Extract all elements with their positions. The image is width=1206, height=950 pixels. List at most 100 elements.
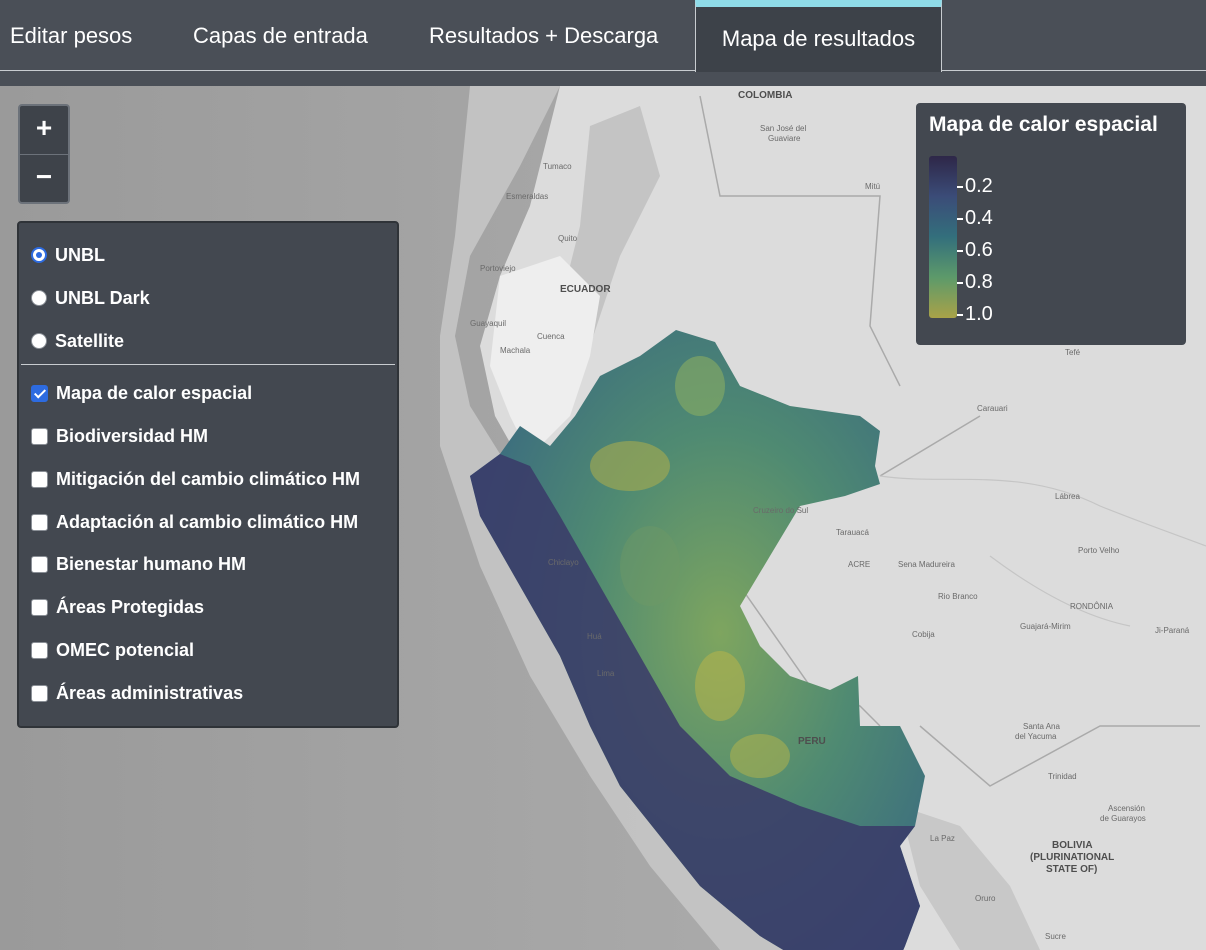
andes-relief-south: [900, 806, 1040, 950]
heatmap-bright-patch-3: [730, 734, 790, 778]
checkbox-mapa-de-calor[interactable]: [31, 384, 48, 402]
map-label-tumaco: Tumaco: [543, 162, 572, 171]
radio-unbl[interactable]: [31, 247, 47, 263]
tab-bar: Editar pesos Capas de entrada Resultados…: [0, 0, 1206, 72]
tab-capas-de-entrada[interactable]: Capas de entrada: [193, 23, 368, 48]
legend-tick: 0.4: [957, 207, 993, 230]
overlay-omec[interactable]: OMEC potencial: [31, 638, 194, 662]
map-label-state-of: STATE OF): [1046, 864, 1098, 875]
base-layer-label: Satellite: [55, 330, 125, 351]
legend-tick: 0.6: [957, 239, 993, 262]
map-label-peru: PERU: [798, 736, 826, 747]
overlay-label: Adaptación al cambio climático HM: [56, 511, 359, 532]
map-label-labrea: Lábrea: [1055, 492, 1080, 501]
map-label-ji-parana: Ji-Paraná: [1155, 626, 1190, 635]
overlay-label: Biodiversidad HM: [56, 425, 209, 446]
map-label-portoviejo: Portoviejo: [480, 264, 516, 273]
layer-control-panel: UNBL UNBL Dark Satellite Mapa de calor e…: [17, 221, 399, 728]
base-layer-unbl-dark[interactable]: UNBL Dark: [31, 286, 150, 310]
tab-mapa-de-resultados[interactable]: Mapa de resultados: [695, 0, 942, 72]
overlay-label: Mapa de calor espacial: [56, 382, 253, 403]
map-label-trinidad: Trinidad: [1048, 772, 1077, 781]
zoom-control: + −: [18, 104, 70, 204]
overlay-label: Áreas Protegidas: [56, 596, 205, 617]
overlay-mitigacion[interactable]: Mitigación del cambio climático HM: [31, 467, 360, 491]
map-label-rio-branco: Rio Branco: [938, 592, 978, 601]
map-label-de-guarayos: de Guarayos: [1100, 814, 1146, 823]
legend-title: Mapa de calor espacial: [929, 113, 1158, 136]
overlay-adaptacion[interactable]: Adaptación al cambio climático HM: [31, 510, 358, 534]
legend-color-ramp: [929, 156, 957, 318]
heatmap-dark-band: [470, 454, 920, 950]
base-layer-unbl[interactable]: UNBL: [31, 243, 105, 267]
overlay-label: OMEC potencial: [56, 639, 195, 660]
heatmap-bright-patch-1: [590, 441, 670, 491]
map-label-mitu: Mitú: [865, 182, 881, 191]
map-label-sena-madureira: Sena Madureira: [898, 560, 955, 569]
legend-tick: 0.2: [957, 175, 993, 198]
map-label-rondonia: RONDÔNIA: [1070, 602, 1114, 611]
rivers: [879, 475, 1206, 627]
radio-unbl-dark[interactable]: [31, 290, 47, 306]
map-label-esmeraldas: Esmeraldas: [506, 192, 549, 201]
map-label-cobija: Cobija: [912, 630, 935, 639]
overlay-areas-protegidas[interactable]: Áreas Protegidas: [31, 595, 204, 619]
map-label-cuenca: Cuenca: [537, 332, 565, 341]
map-label-guajara: Guajará-Mirim: [1020, 622, 1071, 631]
map-label-guaviare: Guaviare: [768, 134, 801, 143]
map-label-acre: ACRE: [848, 560, 871, 569]
tab-editar-pesos[interactable]: Editar pesos: [10, 23, 133, 48]
checkbox-areas-protegidas[interactable]: [31, 598, 48, 616]
checkbox-areas-administrativas[interactable]: [31, 684, 48, 702]
overlay-label: Bienestar humano HM: [56, 553, 247, 574]
map-label-sucre: Sucre: [1045, 932, 1066, 941]
overlay-biodiversidad[interactable]: Biodiversidad HM: [31, 424, 208, 448]
checkbox-biodiversidad[interactable]: [31, 427, 48, 445]
map-label-lima: Lima: [597, 669, 615, 678]
legend-tick: 0.8: [957, 271, 993, 294]
checkbox-adaptacion[interactable]: [31, 513, 48, 531]
map-label-carauari: Carauari: [977, 404, 1008, 413]
overlay-label: Áreas administrativas: [56, 682, 244, 703]
map-label-porto-velho: Porto Velho: [1078, 546, 1120, 555]
map-label-cruzeiro: Cruzeiro do Sul: [753, 506, 809, 515]
map-label-huanuco: Huá: [587, 632, 602, 641]
checkbox-omec[interactable]: [31, 641, 48, 659]
heatmap-peru: [470, 330, 925, 950]
layer-separator: [21, 364, 395, 365]
base-layer-label: UNBL: [55, 244, 105, 265]
overlay-mapa-de-calor[interactable]: Mapa de calor espacial: [31, 381, 252, 405]
map-label-santa-ana: Santa Ana: [1023, 722, 1060, 731]
overlay-bienestar[interactable]: Bienestar humano HM: [31, 552, 246, 576]
checkbox-bienestar[interactable]: [31, 555, 48, 573]
zoom-out-button[interactable]: −: [35, 161, 53, 192]
map-label-plurinational: (PLURINATIONAL: [1030, 852, 1115, 863]
tab-resultados-descarga[interactable]: Resultados + Descarga: [429, 23, 659, 48]
map-label-san-jose: San José del: [760, 124, 807, 133]
radio-satellite[interactable]: [31, 333, 47, 349]
base-layer-label: UNBL Dark: [55, 287, 150, 308]
overlay-areas-administrativas[interactable]: Áreas administrativas: [31, 681, 243, 705]
base-layer-satellite[interactable]: Satellite: [31, 329, 124, 353]
heatmap-bright-patch-2: [695, 651, 745, 721]
map-label-machala: Machala: [500, 346, 531, 355]
map-label-quito: Quito: [558, 234, 578, 243]
map-label-tefe: Tefé: [1065, 348, 1081, 357]
map-label-guayaquil: Guayaquil: [470, 319, 507, 328]
map-label-oruro: Oruro: [975, 894, 996, 903]
legend-tick: 1.0: [957, 303, 993, 326]
heatmap-legend: Mapa de calor espacial 0.2 0.4 0.6 0.8 1…: [916, 103, 1186, 345]
map-label-ascension: Ascensión: [1108, 804, 1145, 813]
zoom-in-button[interactable]: +: [20, 106, 68, 155]
map-label-tarauaca: Tarauacá: [836, 528, 869, 537]
overlay-label: Mitigación del cambio climático HM: [56, 468, 361, 489]
map-label-bolivia: BOLIVIA: [1052, 840, 1093, 851]
map-label-colombia: COLOMBIA: [738, 90, 793, 101]
map-label-del-yacuma: del Yacuma: [1015, 732, 1057, 741]
map-label-ecuador: ECUADOR: [560, 284, 611, 295]
heatmap-mid-patch: [620, 526, 680, 606]
checkbox-mitigacion[interactable]: [31, 470, 48, 488]
map-label-chiclayo: Chiclayo: [548, 558, 579, 567]
heatmap-bright-patch-4: [675, 356, 725, 416]
map-label-la-paz: La Paz: [930, 834, 955, 843]
